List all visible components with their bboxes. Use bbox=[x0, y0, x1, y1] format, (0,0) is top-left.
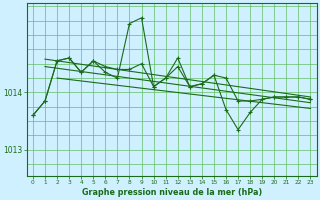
X-axis label: Graphe pression niveau de la mer (hPa): Graphe pression niveau de la mer (hPa) bbox=[82, 188, 262, 197]
